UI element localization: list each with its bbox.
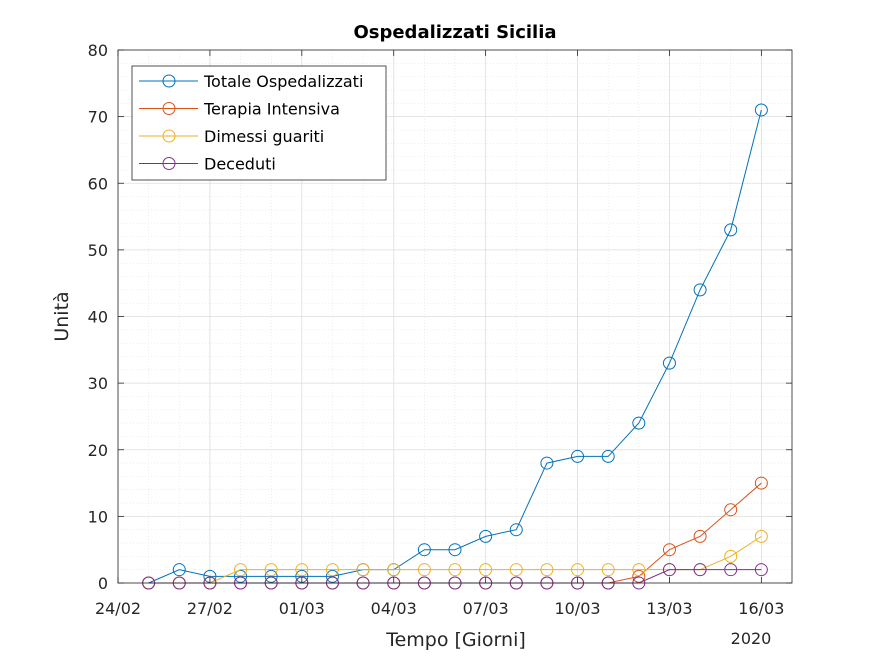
legend-label: Dimessi guariti [204,127,324,146]
data-point [417,543,431,557]
series-line [148,535,762,584]
data-point [662,543,676,557]
data-point [325,569,339,583]
data-point [601,449,615,463]
data-point [632,416,646,430]
data-point [509,523,523,537]
y-tick-label: 10 [88,507,108,526]
x-tick-label: 01/03 [279,599,325,618]
data-point [172,563,186,577]
x-tick-label: 10/03 [554,599,600,618]
x-axis-year-label: 2020 [731,629,772,648]
legend-item: Totale Ospedalizzati [139,72,363,91]
y-tick-label: 0 [98,574,108,593]
data-point [724,223,738,237]
y-tick-label: 20 [88,441,108,460]
legend-item: Deceduti [139,155,276,174]
data-point [662,563,676,577]
data-point [693,563,707,577]
y-tick-label: 80 [88,41,108,60]
y-tick-label: 60 [88,174,108,193]
data-point [571,563,585,577]
data-point [540,563,554,577]
data-point [417,563,431,577]
data-point [264,569,278,583]
data-point [325,563,339,577]
data-point [754,529,768,543]
legend-marker [162,102,176,115]
y-tick-label: 70 [88,108,108,127]
series-line [148,109,762,584]
data-point [754,563,768,577]
legend-label: Totale Ospedalizzati [203,72,363,91]
legend-label: Terapia Intensiva [203,100,340,119]
data-point [387,563,401,577]
data-point [448,543,462,557]
legend-marker [162,74,176,88]
chart-title: Ospedalizzati Sicilia [353,22,556,43]
data-point [693,283,707,297]
x-axis-label: Tempo [Giorni] [385,629,526,651]
legend-label: Deceduti [204,155,276,174]
y-tick-label: 40 [88,308,108,327]
data-point [295,563,309,577]
data-point [601,563,615,577]
data-point [448,563,462,577]
data-point [540,456,554,470]
data-point [754,103,768,117]
legend-item: Dimessi guariti [139,127,324,146]
data-point [571,449,585,463]
x-tick-label: 04/03 [371,599,417,618]
data-point [509,563,523,577]
legend-marker [162,157,176,170]
x-tick-label: 13/03 [646,599,692,618]
legend: Totale Ospedalizzati Terapia Intensiva Dim… [131,65,387,181]
legend-marker [162,129,176,143]
y-tick-label: 50 [88,241,108,260]
y-tick-label: 30 [88,374,108,393]
data-point [234,569,248,583]
x-tick-label: 24/02 [95,599,141,618]
data-point [264,563,278,577]
data-point [724,503,738,517]
data-point [632,569,646,583]
data-point [234,563,248,577]
data-point [754,476,768,490]
x-tick-label: 27/02 [187,599,233,618]
legend-item: Terapia Intensiva [139,100,340,119]
data-point [662,356,676,370]
data-point [479,563,493,577]
data-point [724,563,738,577]
axis-ticks: 24/02 27/02 01/03 04/03 07/03 10/03 13/03 16/03… [88,41,792,618]
data-point [693,529,707,543]
data-point [724,549,738,563]
data-point [632,563,646,577]
x-tick-label: 07/03 [463,599,509,618]
data-point [356,563,370,577]
y-axis-label: Unità [51,291,73,341]
x-tick-label: 16/03 [738,599,784,618]
data-point [479,529,493,543]
